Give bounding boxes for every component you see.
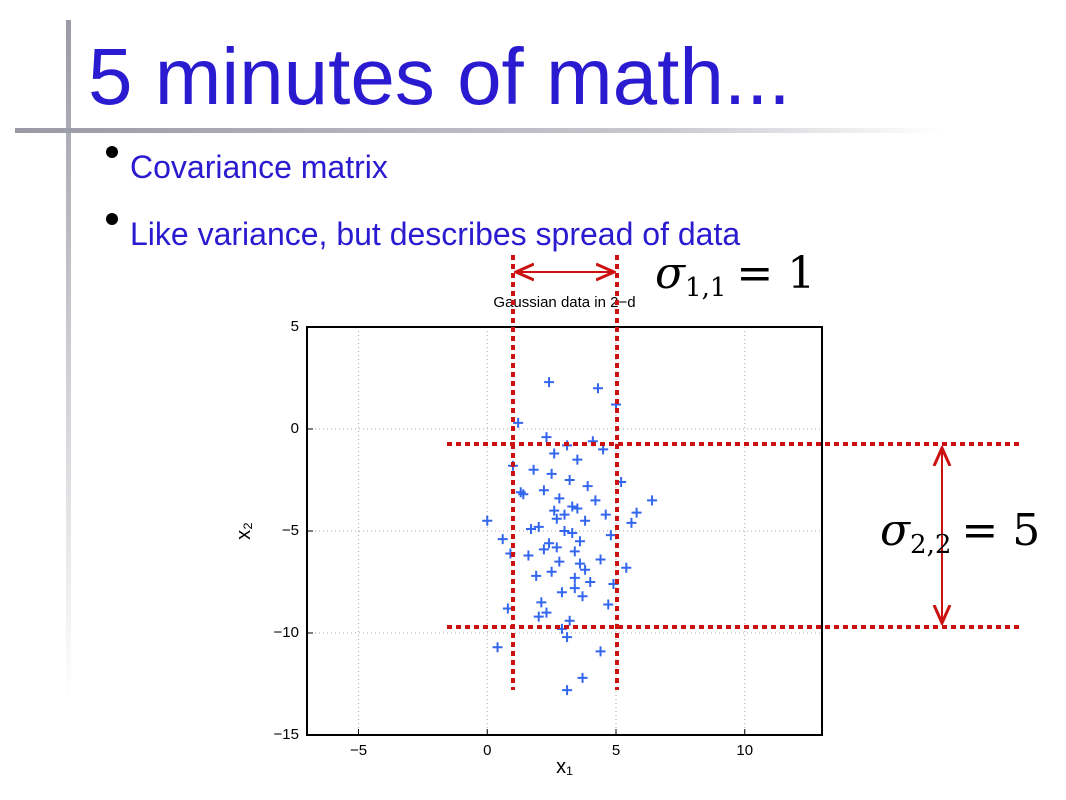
point [531,570,542,581]
point [572,454,583,465]
point [577,672,588,683]
point [559,509,570,520]
annotation: σ2,2 = 5 [880,505,1040,560]
point [574,536,585,547]
slide-title: 5 minutes of math... [88,32,791,121]
y-tick-label: 5 [291,318,299,335]
point [541,432,552,443]
point [549,448,560,459]
point [546,566,557,577]
point [605,530,616,541]
point [631,507,642,518]
chart-title: Gaussian data in 2−d [493,294,635,311]
point [544,377,555,388]
x-tick-label: 10 [736,742,753,759]
point [549,505,560,516]
y-tick-label: 0 [291,420,299,437]
y-tick-label: −5 [282,522,299,539]
point [569,583,580,594]
point [562,632,573,643]
equation-rhs: = 1 [736,248,815,299]
bullet-dot [106,213,118,225]
point [592,383,603,394]
x-tick-label: 5 [612,742,620,759]
point [595,646,606,657]
x-tick-label: −5 [350,742,367,759]
point [626,517,637,528]
bullet: Like variance, but describes spread of d… [130,216,740,252]
point [554,493,565,504]
point [523,550,534,561]
subscript: 1,1 [685,273,726,303]
point [572,503,583,514]
point [544,538,555,549]
symbol: σ [655,248,687,299]
point [546,468,557,479]
x-axis-label: x₁ [556,756,573,778]
point [562,685,573,696]
y-tick-label: −15 [274,726,299,743]
symbol: σ [880,505,912,556]
point [554,556,565,567]
point [621,562,632,573]
point [608,579,619,590]
point [574,558,585,569]
point [585,577,596,587]
point [577,591,588,602]
x-tick-label: 0 [483,742,491,759]
point [513,417,524,428]
point [556,587,567,598]
point [600,509,611,520]
point [528,464,539,475]
point [538,485,549,496]
bullet-dot [106,146,118,158]
accent-rule [15,128,940,133]
plot: −5 0 5 10 5 0 −5 −10 −15 Gaussian data in 2−d x₁ x₂ [233,294,823,778]
point [538,544,549,555]
subscript: 2,2 [910,530,951,560]
point [551,542,562,553]
bullet: Covariance matrix [130,149,388,185]
point [497,534,508,545]
point [515,487,526,498]
annotation: σ1,1 = 1 [655,248,815,303]
point [598,444,609,455]
point [559,526,570,536]
point [564,615,575,626]
point [647,495,658,506]
point [590,495,601,506]
point [533,611,544,622]
point [580,564,591,575]
point [482,515,493,526]
y-tick-label: −10 [274,624,299,641]
point [564,475,575,485]
point [580,515,591,526]
accent-bar [66,20,71,700]
equation-rhs: = 5 [961,505,1040,556]
point [541,607,552,618]
point [569,546,580,557]
plot-frame [306,326,823,736]
point [567,501,578,512]
point [533,521,544,532]
point [595,554,606,565]
point [492,642,503,653]
point [551,513,562,524]
point [603,599,614,610]
point [569,572,580,583]
point [526,523,537,534]
point [536,597,547,608]
y-axis-label: x₂ [233,522,255,540]
point [582,481,593,492]
point [567,528,578,539]
